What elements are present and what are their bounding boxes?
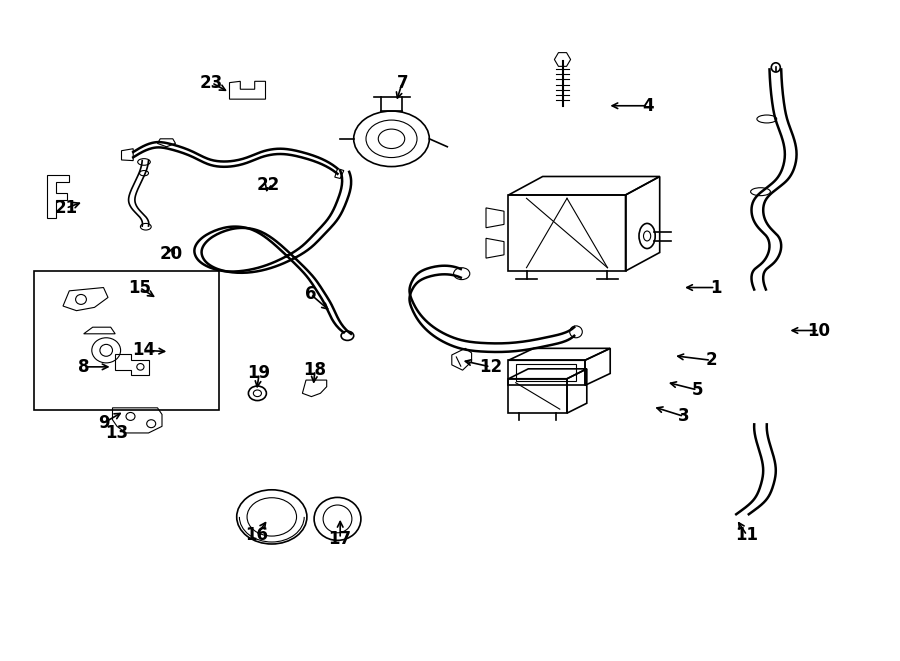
Text: 10: 10 <box>807 321 831 340</box>
Text: 13: 13 <box>105 424 129 442</box>
Text: 4: 4 <box>643 97 653 115</box>
Bar <box>34 271 219 410</box>
Text: 11: 11 <box>735 526 759 545</box>
Text: 23: 23 <box>200 73 223 92</box>
Text: 16: 16 <box>245 526 268 545</box>
Text: 19: 19 <box>248 364 271 383</box>
Text: 15: 15 <box>128 278 151 297</box>
Text: 12: 12 <box>479 358 502 376</box>
Text: 9: 9 <box>98 414 109 432</box>
Text: 3: 3 <box>679 407 689 426</box>
Text: 17: 17 <box>328 529 352 548</box>
Text: 18: 18 <box>303 361 327 379</box>
Text: 6: 6 <box>305 285 316 303</box>
Text: 22: 22 <box>256 176 280 194</box>
Text: 2: 2 <box>706 351 716 369</box>
Text: 5: 5 <box>692 381 703 399</box>
Text: 8: 8 <box>78 358 89 376</box>
Text: 7: 7 <box>397 73 408 92</box>
Text: 20: 20 <box>159 245 183 264</box>
Text: 21: 21 <box>54 199 77 217</box>
Text: 1: 1 <box>710 278 721 297</box>
Text: 14: 14 <box>132 341 156 360</box>
